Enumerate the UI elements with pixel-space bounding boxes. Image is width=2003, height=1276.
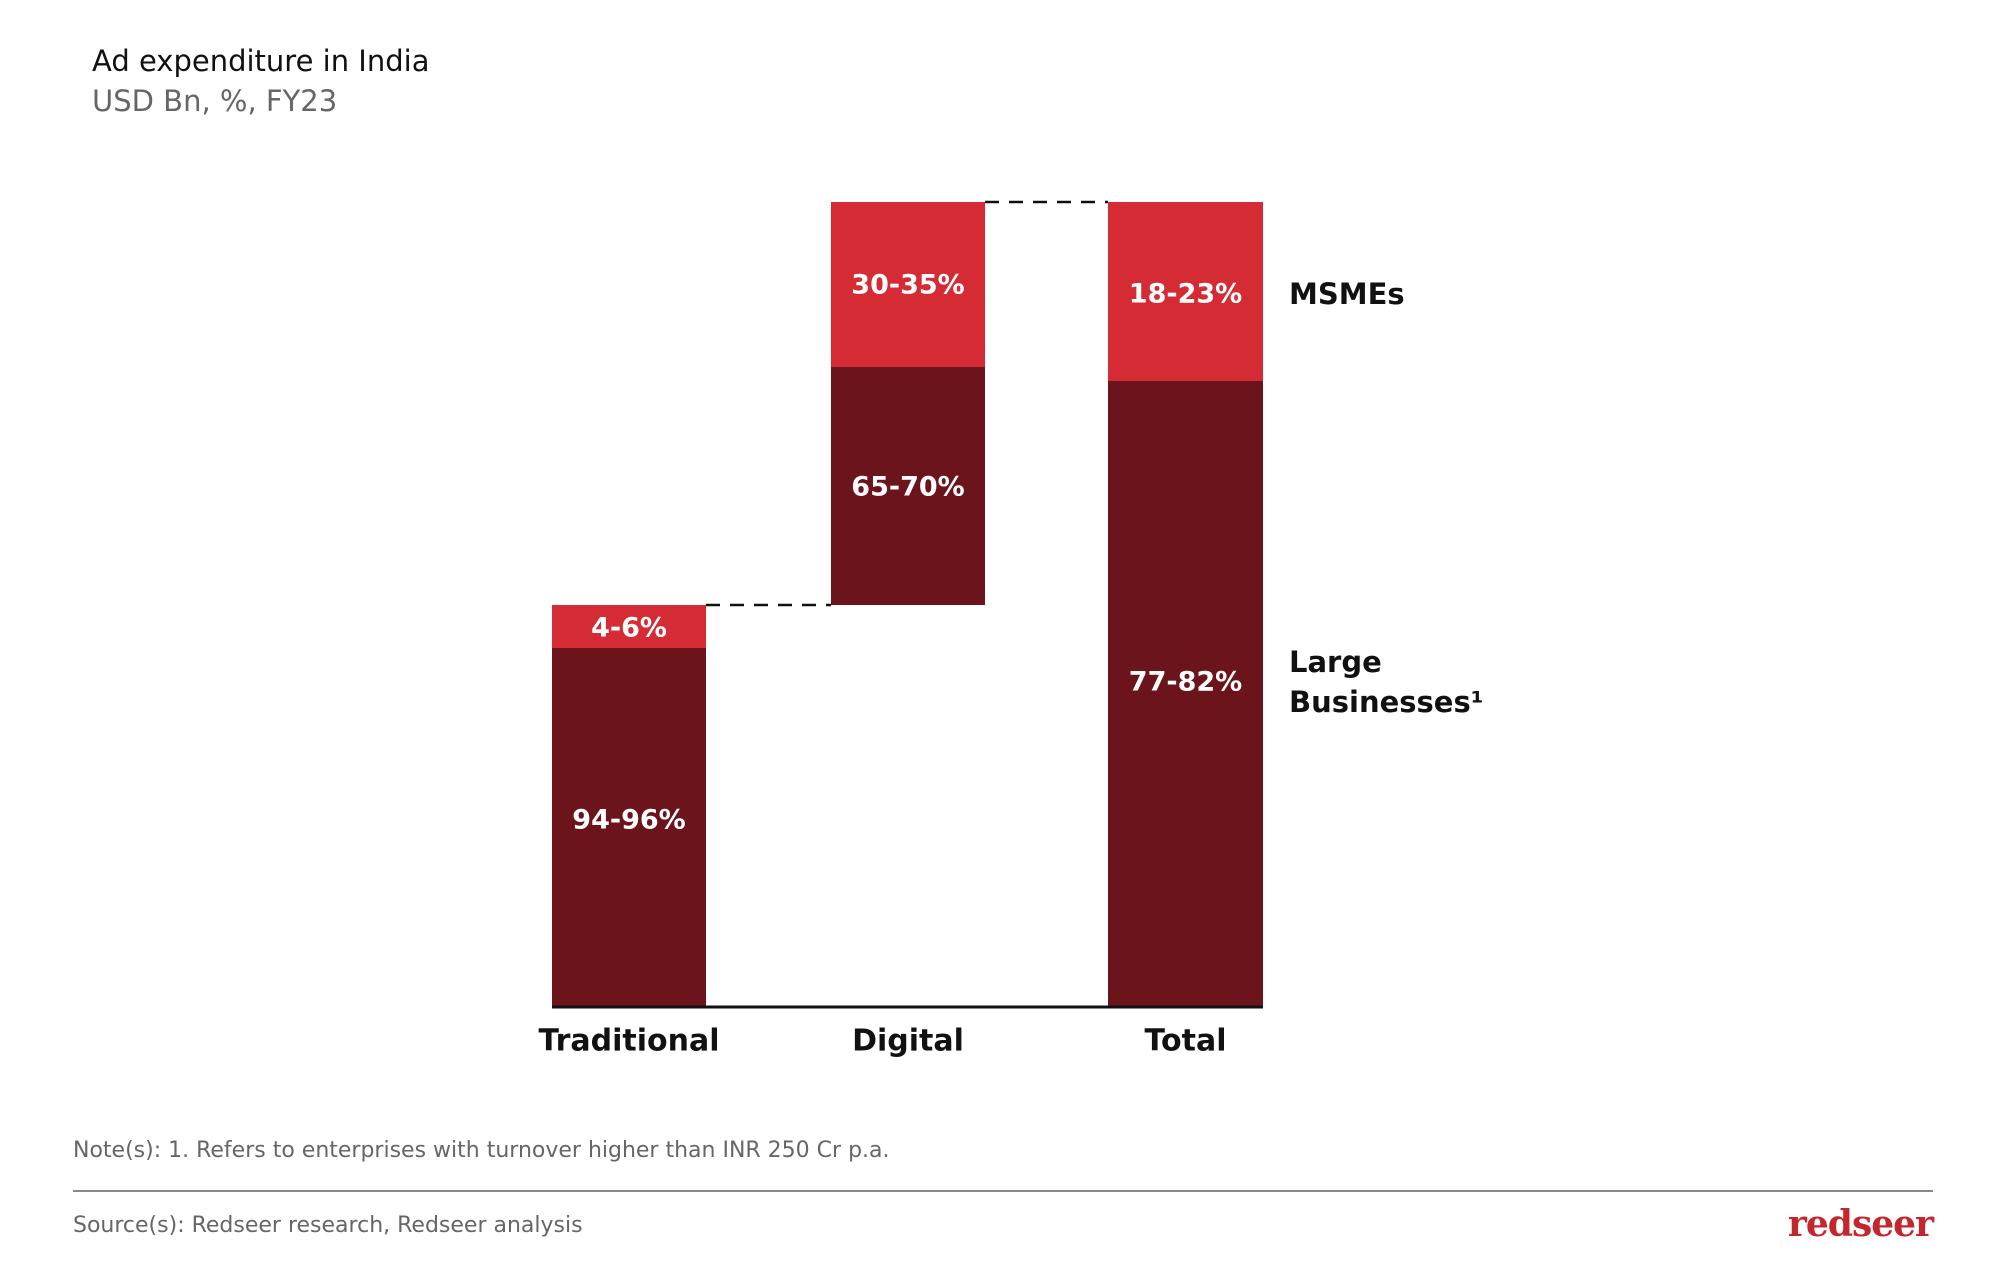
data-label-total-msme: 18-23%	[1129, 279, 1242, 310]
bar-total-msme	[1108, 202, 1263, 381]
bar-digital-msme	[831, 202, 985, 367]
divider	[73, 1190, 1933, 1192]
bar-total-large	[1108, 381, 1263, 1006]
footnote: Note(s): 1. Refers to enterprises with t…	[73, 1138, 890, 1163]
legend-label-msmes: MSMEs	[1289, 277, 1405, 311]
bar-digital-large	[831, 367, 985, 605]
chart-title: Ad expenditure in India	[92, 44, 430, 78]
category-label-total: Total	[1145, 1024, 1227, 1059]
redseer-logo: redseer	[1787, 1203, 1934, 1245]
data-label-digital-large: 65-70%	[851, 472, 964, 503]
data-label-traditional-large: 94-96%	[572, 805, 685, 836]
chart: 4-6% 94-96% Traditional 30-35% 65-70% Digital…	[538, 200, 1483, 1059]
category-label-digital: Digital	[852, 1024, 964, 1059]
bar-traditional-large	[552, 648, 706, 1006]
legend-label-large-businesses: Large Businesses¹	[1289, 645, 1483, 719]
bar-traditional-msme	[552, 605, 706, 648]
source-note: Source(s): Redseer research, Redseer ana…	[73, 1213, 583, 1238]
category-label-traditional: Traditional	[538, 1024, 719, 1059]
chart-subtitle: USD Bn, %, FY23	[92, 84, 338, 118]
data-label-traditional-msme: 4-6%	[591, 613, 667, 644]
data-label-digital-msme: 30-35%	[851, 270, 964, 301]
data-label-total-large: 77-82%	[1129, 667, 1242, 698]
